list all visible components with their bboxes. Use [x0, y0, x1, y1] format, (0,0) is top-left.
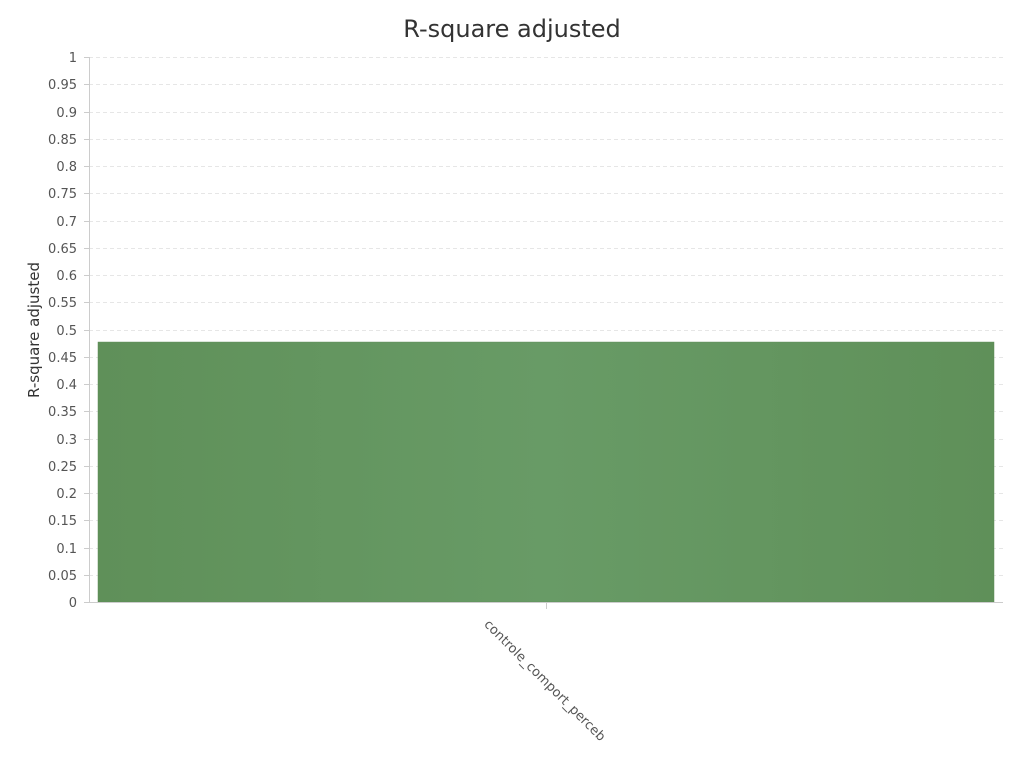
y-tick-label: 0.75	[48, 187, 77, 202]
y-axis-ticks: 0 0.05 0.1 0.15 0.2 0.25 0.3 0.35 0.4 0.45 0.5 0.55…	[48, 51, 89, 611]
bar	[97, 341, 995, 603]
y-tick-label: 0.25	[48, 460, 77, 475]
y-tick-label: 0.65	[48, 242, 77, 257]
y-axis-title: R-square adjusted	[25, 262, 43, 398]
y-tick-label: 0.55	[48, 296, 77, 311]
y-tick-label: 0.6	[56, 269, 77, 284]
chart-title: R-square adjusted	[403, 15, 621, 43]
y-tick-label: 0.95	[48, 78, 77, 93]
y-tick-label: 0.7	[56, 215, 77, 230]
y-tick-label: 0.15	[48, 514, 77, 529]
y-tick-label: 1	[69, 51, 77, 66]
y-tick-label: 0.4	[56, 378, 77, 393]
y-tick-label: 0.2	[56, 487, 77, 502]
y-tick-label: 0.5	[56, 324, 77, 339]
y-tick-label: 0.05	[48, 569, 77, 584]
y-tick-label: 0.8	[56, 160, 77, 175]
y-tick-label: 0.85	[48, 133, 77, 148]
y-tick-label: 0.35	[48, 405, 77, 420]
y-tick-label: 0.3	[56, 433, 77, 448]
y-tick-label: 0.1	[56, 542, 77, 557]
y-tick-label: 0	[69, 596, 77, 611]
y-tick-label: 0.45	[48, 351, 77, 366]
x-axis-ticks: controle_comport_perceb	[481, 602, 608, 745]
bars	[97, 341, 995, 603]
x-tick-label: controle_comport_perceb	[481, 617, 608, 744]
y-tick-label: 0.9	[56, 106, 77, 121]
